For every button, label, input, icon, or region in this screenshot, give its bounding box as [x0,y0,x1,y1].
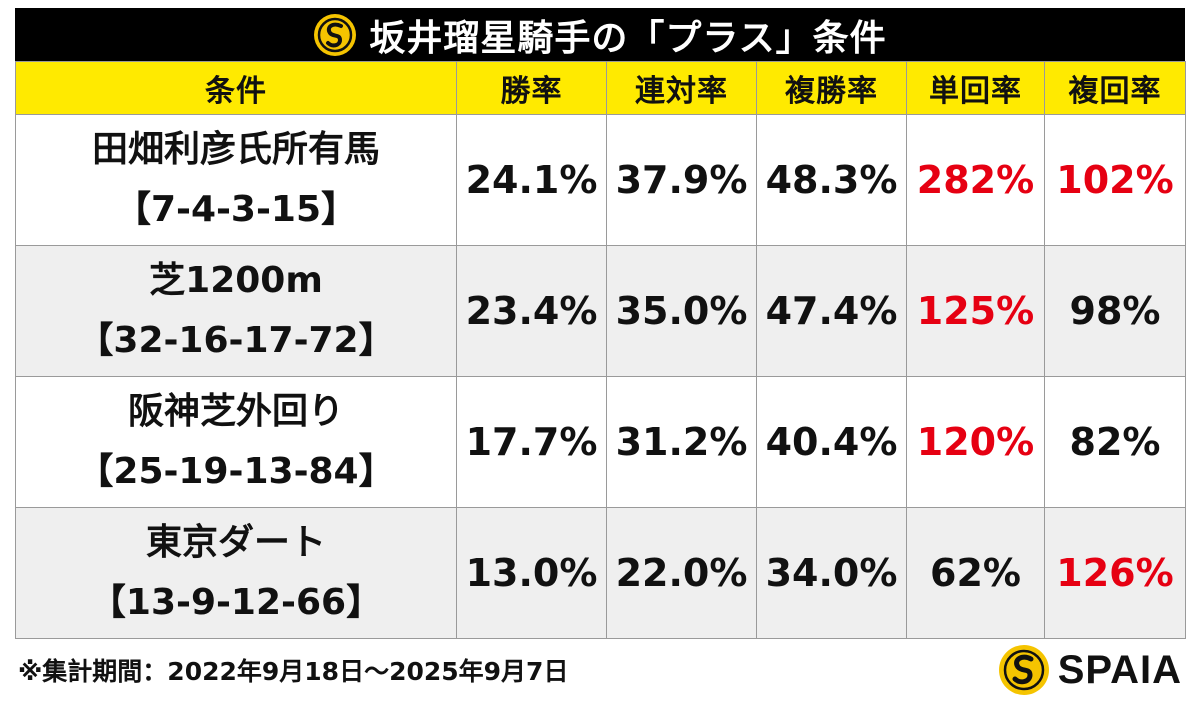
condition-cell: 田畑利彦氏所有馬 【7-4-3-15】 [15,114,457,246]
place-rate-value: 48.3% [765,158,898,202]
spaia-logo-icon [314,13,357,56]
condition-name: 東京ダート [145,522,326,563]
stats-table: 条件 勝率 連対率 複勝率 単回率 複回率 田畑利彦氏所有馬 【7-4-3-15… [15,61,1186,639]
header-win-return: 単回率 [906,61,1045,115]
win-return-value: 62% [930,551,1021,595]
place-return-value: 82% [1069,420,1161,464]
place-return-value: 98% [1069,289,1161,333]
place-rate-value: 34.0% [765,551,898,595]
place-return-value: 126% [1056,551,1174,595]
brand-logo: SPAIA [998,640,1182,700]
win-return-value: 125% [916,289,1035,333]
condition-record: 【7-4-3-15】 [114,189,358,230]
win-return-value: 282% [916,158,1035,202]
header-win-rate: 勝率 [456,61,607,115]
condition-name: 芝1200m [149,260,323,301]
quinella-rate-value: 37.9% [615,158,748,202]
table-row: 阪神芝外回り 【25-19-13-84】 17.7% 31.2% 40.4% 1… [15,376,1186,508]
header-place-rate: 複勝率 [756,61,907,115]
place-return-value: 102% [1056,158,1174,202]
table-row: 芝1200m 【32-16-17-72】 23.4% 35.0% 47.4% 1… [15,245,1186,377]
page-title: 坂井瑠星騎手の「プラス」条件 [369,17,887,59]
condition-name: 阪神芝外回り [127,391,344,432]
quinella-rate-value: 22.0% [615,551,748,595]
header-condition: 条件 [15,61,457,115]
table-header-row: 条件 勝率 連対率 複勝率 単回率 複回率 [15,61,1186,115]
place-rate-value: 40.4% [765,420,898,464]
condition-record: 【13-9-12-66】 [89,582,383,623]
condition-record: 【32-16-17-72】 [77,320,395,361]
header-quinella-rate: 連対率 [606,61,757,115]
condition-record: 【25-19-13-84】 [77,451,395,492]
table-row: 田畑利彦氏所有馬 【7-4-3-15】 24.1% 37.9% 48.3% 28… [15,114,1186,246]
condition-name: 田畑利彦氏所有馬 [91,129,380,170]
title-bar: 坂井瑠星騎手の「プラス」条件 [15,8,1185,61]
win-return-value: 120% [916,420,1035,464]
footnote-period: ※集計期間：2022年9月18日～2025年9月7日 [18,657,569,686]
table-row: 東京ダート 【13-9-12-66】 13.0% 22.0% 34.0% 62%… [15,507,1186,639]
win-rate-value: 17.7% [465,420,598,464]
quinella-rate-value: 31.2% [615,420,748,464]
condition-cell: 阪神芝外回り 【25-19-13-84】 [15,376,457,508]
win-rate-value: 24.1% [465,158,598,202]
spaia-logo-icon [998,645,1049,695]
condition-cell: 東京ダート 【13-9-12-66】 [15,507,457,639]
quinella-rate-value: 35.0% [615,289,748,333]
place-rate-value: 47.4% [765,289,898,333]
header-place-return: 複回率 [1044,61,1186,115]
win-rate-value: 23.4% [465,289,598,333]
win-rate-value: 13.0% [465,551,598,595]
brand-name: SPAIA [1057,647,1182,692]
condition-cell: 芝1200m 【32-16-17-72】 [15,245,457,377]
